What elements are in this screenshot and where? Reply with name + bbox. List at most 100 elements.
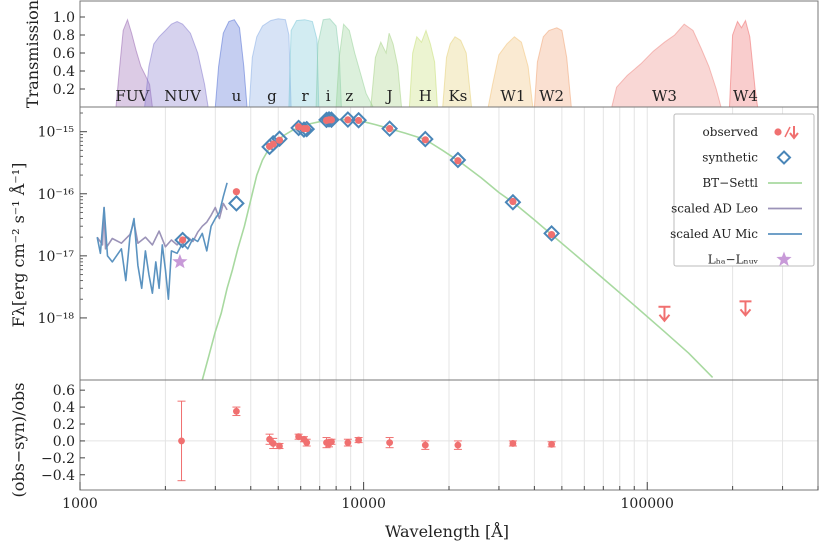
residual-tick-label: 0.4 (53, 400, 75, 416)
observed-point (509, 197, 517, 206)
residual-point (233, 407, 240, 415)
filter-curve-r (288, 19, 320, 108)
filter-label-fuv: FUV (115, 87, 150, 105)
transmission-tick-label: 0.8 (53, 28, 75, 44)
filter-curve-nuv (144, 20, 209, 108)
au-mic-spectrum-line (96, 182, 228, 301)
transmission-tick-label: 0.2 (53, 82, 75, 98)
residual-point (454, 441, 462, 449)
legend-synthetic-diamond (776, 150, 792, 165)
observed-point (454, 157, 462, 165)
flux-axis-title: Fλ[erg cm⁻² s⁻¹ Å⁻¹] (8, 163, 28, 328)
filter-curve-j (370, 33, 403, 108)
residual-point (509, 440, 517, 447)
synthetic-point (350, 111, 368, 129)
residual-tick-label: −0.2 (41, 451, 75, 467)
residual-tick-label: −0.4 (41, 468, 75, 484)
residual-point (421, 441, 429, 449)
filter-curve-w4 (728, 19, 759, 108)
transmission-tick-label: 1.0 (53, 10, 75, 26)
residual-point (276, 442, 283, 450)
filter-curve-w3 (611, 23, 722, 108)
synthetic-point (320, 110, 338, 128)
residual-series (177, 400, 556, 482)
legend-upper-limit-arrow (789, 132, 799, 140)
legend-label-observed: observed (703, 125, 759, 139)
filter-label-i: i (326, 87, 331, 105)
observed-point (327, 116, 336, 124)
residual-point (386, 439, 394, 447)
observed-point (275, 136, 284, 144)
flux-tick-label: 10⁻¹⁷ (38, 249, 75, 265)
ad-leo-spectrum-line (96, 202, 228, 250)
observed-point (269, 140, 277, 148)
filter-label-h: H (419, 87, 432, 105)
legend-label-halpha: Lₕₐ−Lₙᵤᵥ (708, 253, 759, 267)
gridlines (79, 107, 819, 490)
residual-point (328, 438, 335, 446)
wavelength-tick-label: 10000 (341, 496, 386, 512)
legend-box (673, 113, 815, 267)
observed-point (303, 125, 311, 133)
legend: observed synthetic BT−Settl scaled AD Leo sc… (670, 113, 815, 267)
synthetic-point (416, 130, 434, 148)
filter-label-z: z (345, 87, 353, 105)
residual-axis-title: (obs−syn)/obs (9, 382, 28, 497)
sed-series (96, 110, 752, 381)
filter-curves: FUV NUV u g r i z J H Ks W1 W2 W3 W4 (115, 18, 759, 108)
synthetic-point (449, 151, 467, 169)
filter-curve-u (214, 19, 248, 108)
filter-label-w3: W3 (652, 87, 677, 105)
observed-point (178, 236, 187, 244)
legend-observed-slash (784, 126, 791, 138)
filter-curve-i (315, 18, 342, 108)
legend-label-au_mic: scaled AU Mic (670, 227, 758, 241)
filter-label-nuv: NUV (164, 87, 202, 105)
filter-label-w1: W1 (500, 87, 525, 105)
transmission-tick-label: 0.6 (53, 46, 75, 62)
filter-curve-w1 (487, 36, 534, 108)
filter-label-w2: W2 (539, 87, 564, 105)
halpha-nuv-point (172, 253, 188, 269)
residual-point (295, 433, 303, 441)
flux-tick-label: 10⁻¹⁸ (38, 311, 75, 327)
filter-curve-ks (442, 36, 473, 108)
filter-curve-w2 (533, 27, 572, 108)
legend-observed-dot (774, 128, 782, 136)
filter-label-j: J (385, 87, 393, 105)
upper-limit-arrow (658, 314, 671, 323)
legend-label-ad_leo: scaled AD Leo (671, 202, 758, 216)
observed-point (421, 136, 429, 144)
wavelength-axis-title: Wavelength [Å] (385, 521, 509, 541)
residual-point (548, 440, 555, 448)
residual-point (355, 436, 362, 444)
filter-curve-h (408, 29, 438, 108)
filter-label-ks: Ks (448, 87, 467, 105)
transmission-tick-label: 0.4 (53, 64, 75, 80)
flux-tick-label: 10⁻¹⁶ (38, 187, 75, 203)
transmission-axis-title: Transmission (23, 0, 42, 108)
upper-limit-arrow (739, 308, 752, 317)
synthetic-point (504, 193, 522, 211)
residual-tick-label: 0.2 (53, 417, 75, 433)
legend-label-synthetic: synthetic (702, 151, 758, 165)
observed-point (386, 125, 394, 133)
observed-point (232, 188, 241, 196)
filter-label-u: u (232, 87, 242, 105)
synthetic-point (543, 224, 561, 242)
filter-label-g: g (267, 87, 277, 105)
observed-point (547, 230, 556, 239)
synthetic-point (174, 231, 192, 249)
wavelength-tick-label: 1000 (62, 496, 98, 512)
axis-ticks: 0.20.40.60.81.010⁻¹⁸10⁻¹⁷10⁻¹⁶10⁻¹⁵−0.4−… (38, 10, 819, 512)
synthetic-point (271, 130, 288, 148)
filter-curve-z (335, 23, 374, 108)
residual-point (178, 437, 185, 445)
flux-tick-label: 10⁻¹⁵ (38, 125, 75, 141)
legend-halpha-star (776, 251, 792, 266)
filter-curve-fuv (115, 18, 153, 108)
synthetic-point (227, 194, 245, 212)
filter-label-w4: W4 (733, 87, 758, 105)
legend-label-bt_settl: BT−Settl (702, 176, 758, 190)
